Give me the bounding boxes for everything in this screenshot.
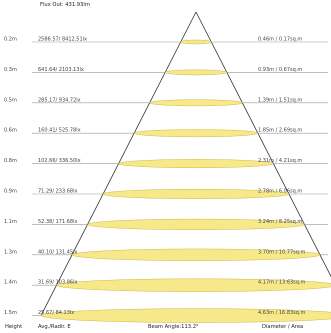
row-lux: 641.64/ 2103.13lx [38, 67, 84, 73]
row-height: 1.3m [4, 249, 17, 255]
beam-spot [56, 278, 331, 292]
row-height: 1.5m [4, 310, 17, 316]
beam-spot [149, 99, 243, 107]
row-diameter-area: 2.78m / 6.06sq.m [258, 189, 302, 195]
row-diameter-area: 0.93m / 0.67sq.m [258, 67, 302, 73]
beam-spot [133, 129, 259, 138]
row-lux: 2586.57/ 8412.51lx [38, 37, 87, 43]
row-height: 0.2m [4, 37, 17, 43]
header-diameter-area: Diameter / Area [262, 324, 303, 330]
row-height: 0.6m [4, 128, 17, 134]
beam-spots [40, 39, 331, 323]
row-diameter-area: 3.24m / 8.25sq.m [258, 219, 302, 225]
row-diameter-area: 2.31m / 4.21sq.m [258, 158, 302, 164]
beam-spot [71, 248, 321, 261]
beam-spot [118, 159, 274, 169]
header-avg-max: Avg./Radir. E [38, 324, 71, 330]
beam-spot [180, 39, 212, 45]
row-diameter-area: 1.39m / 1.51sq.m [258, 97, 302, 103]
row-height: 0.3m [4, 67, 17, 73]
beam-spot [164, 69, 228, 76]
row-diameter-area: 4.17m / 13.63sq.m [258, 280, 306, 286]
beam-angle-label: Beam Angle:113.2° [148, 324, 199, 330]
row-lux: 40.10/ 131.45lx [38, 249, 77, 255]
beam-spot [87, 218, 305, 230]
flux-label: Flux Out: 431.93lm [40, 2, 90, 8]
row-diameter-area: 0.46m / 0.17sq.m [258, 37, 302, 43]
row-diameter-area: 4.63m / 16.83sq.m [258, 310, 306, 316]
row-height: 0.8m [4, 158, 17, 164]
row-height: 0.5m [4, 97, 17, 103]
row-height: 1.1m [4, 219, 17, 225]
row-lux: 285.17/ 934.72lx [38, 97, 81, 103]
row-lux: 160.41/ 525.78lx [38, 128, 81, 134]
beam-spot [40, 308, 331, 323]
header-height: Height [5, 324, 22, 330]
beam-spot [102, 189, 290, 199]
row-lines [32, 41, 328, 316]
row-lux: 31.69/ 103.86lx [38, 280, 77, 286]
row-lux: 71.29/ 233.68lx [38, 189, 77, 195]
row-labels: 0.2m 2586.57/ 8412.51lx 0.46m / 0.17sq.m 0.… [4, 37, 306, 317]
row-diameter-area: 1.85m / 2.69sq.m [258, 128, 302, 134]
row-height: 0.9m [4, 189, 17, 195]
row-height: 1.4m [4, 280, 17, 286]
row-diameter-area: 3.70m / 10.77sq.m [258, 249, 306, 255]
row-lux: 25.67/ 84.13lx [38, 310, 74, 316]
row-lux: 102.66/ 336.50lx [38, 158, 81, 164]
row-lux: 52.38/ 171.68lx [38, 219, 77, 225]
